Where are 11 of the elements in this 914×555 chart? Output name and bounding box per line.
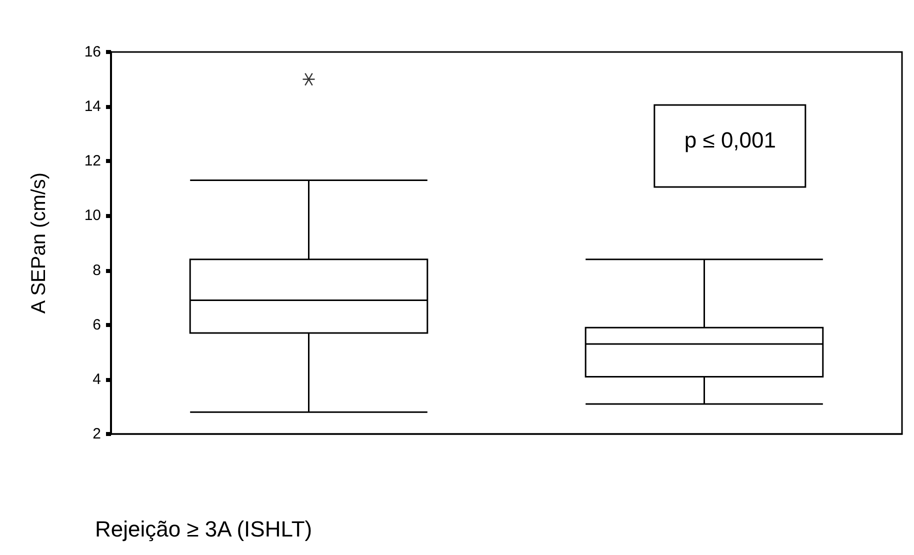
y-tick-label: 12 — [84, 152, 101, 170]
y-tick-label: 2 — [92, 426, 101, 442]
y-axis-title: A SEPan (cm/s) — [28, 172, 50, 314]
y-tick-label: 4 — [92, 370, 101, 388]
annotation: p ≤ 0,001 — [684, 128, 776, 152]
y-tick-label: 14 — [84, 98, 101, 116]
y-tick-label: 6 — [92, 316, 101, 334]
y-tick-label: 10 — [84, 207, 101, 224]
y-tick-label: 8 — [92, 262, 101, 279]
y-tick-label: 16 — [84, 44, 101, 60]
x-axis-title: Rejeição ≥ 3A (ISHLT) — [95, 516, 312, 542]
